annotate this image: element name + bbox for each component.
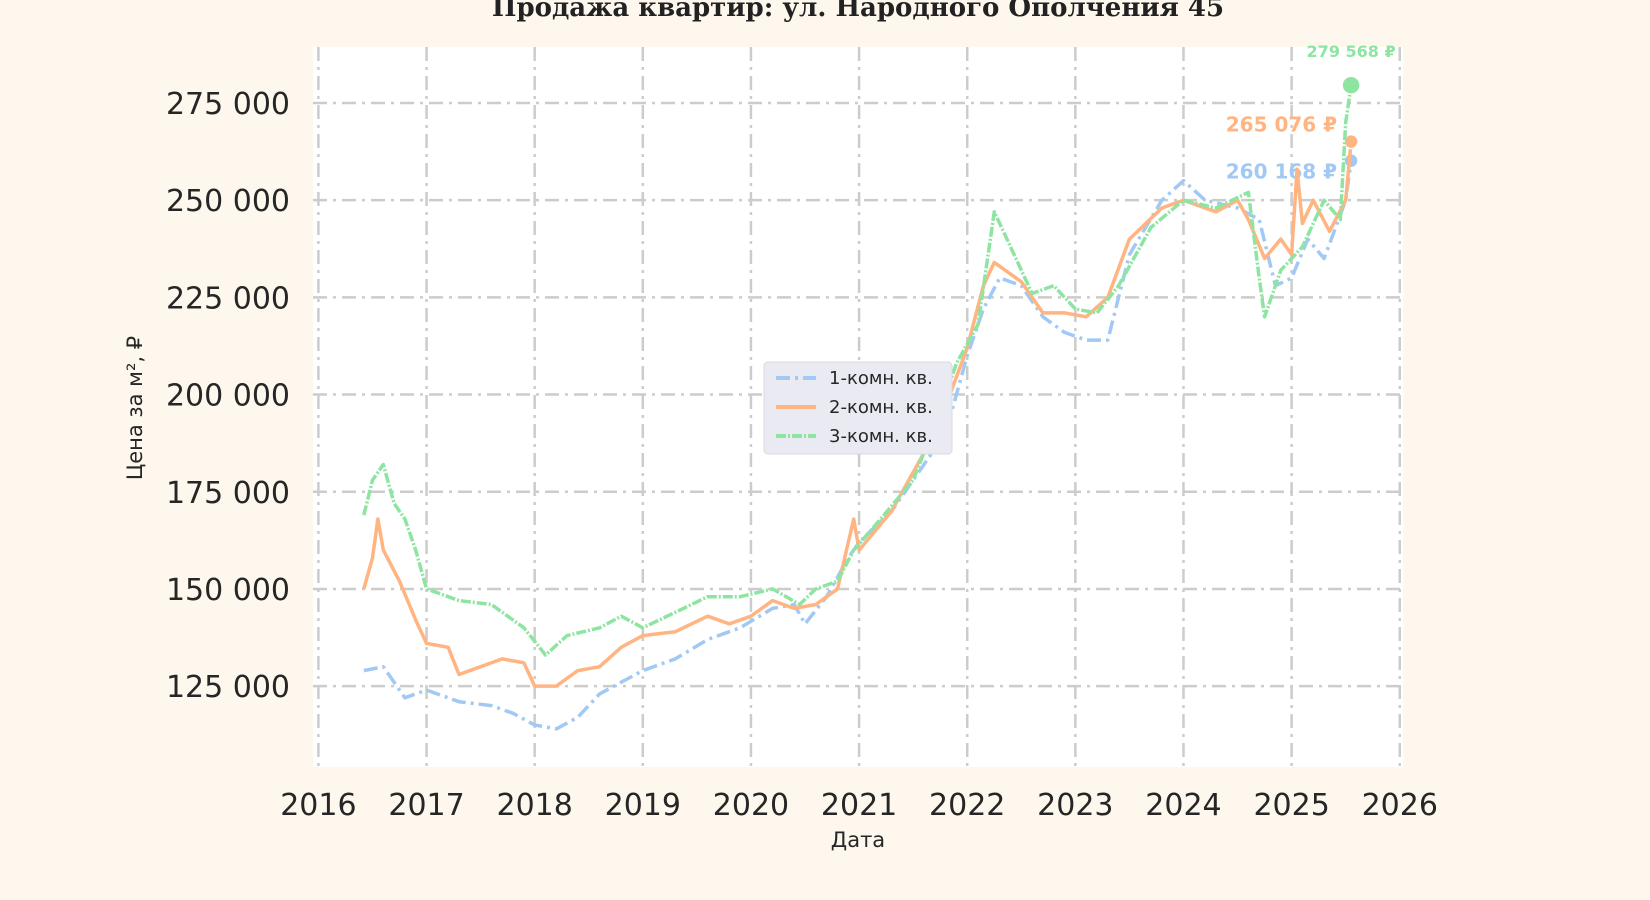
chart-title: Продажа квартир: ул. Народного Ополчения… — [492, 0, 1224, 23]
y-axis-label: Цена за м², ₽ — [123, 336, 147, 480]
y-tick-label: 250 000 — [166, 184, 290, 219]
x-tick-label: 2016 — [280, 788, 356, 823]
last-point-marker-2 — [1343, 133, 1359, 150]
legend-label-3: 3-комн. кв. — [829, 426, 933, 447]
x-tick-label: 2017 — [388, 788, 464, 823]
y-tick-label: 225 000 — [166, 281, 290, 316]
series-line-3 — [362, 84, 1353, 657]
last-value-label-2: 265 076 ₽ — [1226, 113, 1337, 137]
last-value-label-1: 260 168 ₽ — [1226, 160, 1337, 184]
y-tick-label: 175 000 — [166, 476, 290, 511]
x-tick-label: 2019 — [605, 788, 681, 823]
y-axis: 125 000 150 000 175 000 200 000 225 000 250 0… — [166, 87, 290, 705]
x-tick-label: 2020 — [713, 788, 789, 823]
legend-label-2: 2-комн. кв. — [829, 397, 933, 418]
x-axis-label: Дата — [831, 828, 885, 852]
x-axis: 2016 2017 2018 2019 2020 2021 2022 2023 2024 2025… — [280, 788, 1438, 823]
legend-box — [763, 361, 953, 455]
legend-label-1: 1-комн. кв. — [829, 368, 933, 389]
legend: 1-комн. кв. 2-комн. кв. 3-комн. кв. — [763, 361, 953, 455]
x-tick-label: 2026 — [1362, 788, 1438, 823]
y-tick-label: 200 000 — [166, 379, 290, 414]
series-lines: 260 168 ₽ 265 076 ₽ 279 568 ₽ — [362, 42, 1396, 731]
x-tick-label: 2024 — [1145, 788, 1221, 823]
x-tick-label: 2018 — [496, 788, 572, 823]
x-tick-label: 2022 — [929, 788, 1005, 823]
last-value-label-3: 279 568 ₽ — [1307, 42, 1396, 61]
y-tick-label: 125 000 — [166, 670, 290, 705]
x-tick-label: 2025 — [1253, 788, 1329, 823]
y-tick-label: 275 000 — [166, 87, 290, 122]
x-tick-label: 2023 — [1037, 788, 1113, 823]
x-tick-label: 2021 — [821, 788, 897, 823]
last-point-marker-3 — [1341, 75, 1361, 95]
y-tick-label: 150 000 — [166, 573, 290, 608]
